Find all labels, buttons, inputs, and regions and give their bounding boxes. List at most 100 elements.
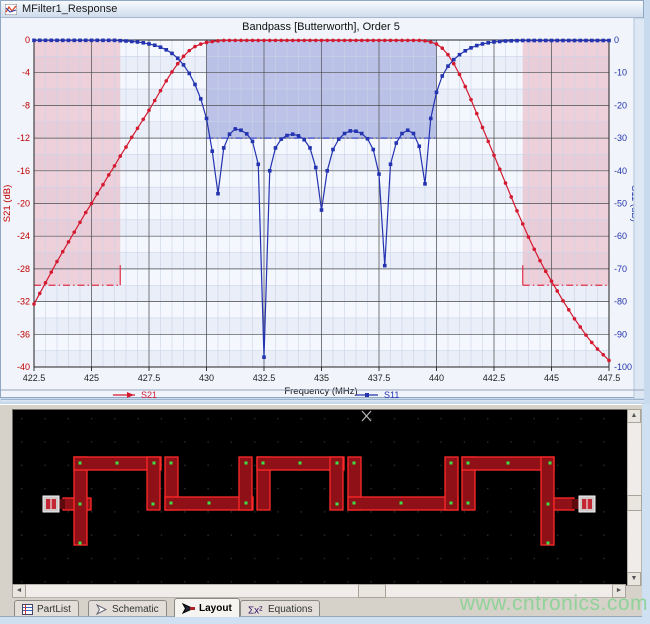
view-tabbar: PartList Schematic Layout Σx² Equatio [0,598,642,617]
scroll-left-button[interactable]: ◄ [12,584,26,598]
y-left-tick-label: -36 [17,329,30,339]
response-window: MFilter1_Response 422.5 425 427.5 430 432.5 4… [0,0,646,405]
equations-icon: Σx² [248,605,263,615]
x-tick-label: 432.5 [253,373,276,383]
tab-label: Equations [268,603,313,615]
scroll-up-button[interactable]: ▲ [627,409,641,423]
y-right-tick-label: -60 [614,231,627,241]
y-left-tick-label: -8 [22,100,30,110]
copper-trace [146,456,161,511]
vertex-marker [506,461,510,465]
vertex-marker [298,461,302,465]
y-left-tick-label: 0 [25,35,30,45]
scroll-down-button[interactable]: ▼ [627,572,641,586]
tab-partlist[interactable]: PartList [14,600,79,617]
window-title: MFilter1_Response [22,3,118,15]
port-connector [57,499,65,509]
vscroll-thumb[interactable] [627,495,642,511]
y-left-tick-label: -4 [22,68,30,78]
layout-window: ▲ ▼ ◄ ► PartList Schematic [0,404,642,624]
vertex-marker [352,461,356,465]
y-right-tick-label: -10 [614,68,627,78]
up-arrow-icon: ▲ [630,412,638,419]
vertex-marker [78,461,82,465]
desktop-edge [644,0,650,404]
copper-trace [238,456,253,511]
x-tick-label: 425 [84,373,99,383]
vertex-marker [335,461,339,465]
copper-trace [444,456,459,511]
y-right-tick-label: 0 [614,35,619,45]
y-left-tick-label: -24 [17,231,30,241]
y-right-tick-label: -100 [614,362,632,372]
vertex-marker [449,501,453,505]
y-left-tick-label: -40 [17,362,30,372]
partlist-icon [22,603,33,615]
right-arrow-icon: ► [615,587,623,594]
port-connector [572,499,580,509]
chart-title: Bandpass [Butterworth], Order 5 [242,21,400,33]
y-right-tick-label: -30 [614,133,627,143]
vertex-marker [548,461,552,465]
vertex-marker [207,501,211,505]
vertex-marker [78,502,82,506]
x-tick-label: 422.5 [23,373,46,383]
y-right-tick-label: -70 [614,264,627,274]
vertex-marker [399,501,403,505]
scroll-right-button[interactable]: ► [612,584,626,598]
y-left-tick-label: -32 [17,297,30,307]
vertex-marker [466,501,470,505]
y-left-tick-label: -28 [17,264,30,274]
hscroll-thumb[interactable] [358,584,386,598]
response-chart: 422.5 425 427.5 430 432.5 435 437.5 440 442.5 445… [1,17,650,400]
tab-layout[interactable]: Layout [174,598,240,617]
tab-label: Schematic [112,603,159,615]
vertex-marker [151,502,155,506]
tab-schematic[interactable]: Schematic [88,600,167,617]
response-titlebar[interactable]: MFilter1_Response [1,1,643,18]
vertex-marker [546,541,550,545]
x-tick-label: 435 [314,373,329,383]
vertex-marker [449,461,453,465]
x-tick-label: 442.5 [483,373,506,383]
x-axis-title: Frequency (MHz) [284,386,357,397]
spec-region-upper-stopband [522,40,609,286]
y-left-tick-label: -12 [17,133,30,143]
x-tick-label: 437.5 [368,373,391,383]
vertex-marker [169,501,173,505]
vertex-marker [152,461,156,465]
x-tick-label: 445 [544,373,559,383]
response-window-bottom-edge [1,399,645,405]
y-right-tick-label: -90 [614,329,627,339]
chart-canvas: 422.5 425 427.5 430 432.5 435 437.5 440 442.5 445… [1,17,646,400]
vertex-marker [244,461,248,465]
y-right-tick-label: -80 [614,297,627,307]
vertex-marker [352,501,356,505]
vertex-marker [335,502,339,506]
tab-equations[interactable]: Σx² Equations [240,600,321,617]
y-left-axis-title: S21 (dB) [2,185,13,223]
vertex-marker [546,502,550,506]
y-right-tick-label: -50 [614,199,627,209]
legend-label-s21: S21 [141,390,157,399]
y-left-tick-label: -20 [17,199,30,209]
x-tick-label: 447.5 [598,373,621,383]
vertex-marker [115,461,119,465]
copper-trace [347,496,459,511]
svg-text:Σx²: Σx² [248,605,263,615]
x-tick-label: 440 [429,373,444,383]
copper-trace [329,456,344,511]
vertex-marker [78,541,82,545]
spec-region-lower-stopband [34,40,121,286]
window-chart-icon [5,3,17,15]
vertex-marker [244,501,248,505]
tab-label: Layout [199,602,232,614]
y-left-tick-label: -16 [17,166,30,176]
tab-label: PartList [37,603,71,615]
down-arrow-icon: ▼ [630,575,638,582]
desktop-edge [642,404,650,624]
vertex-marker [169,461,173,465]
layout-canvas[interactable] [12,409,628,586]
layout-icon [182,602,195,614]
